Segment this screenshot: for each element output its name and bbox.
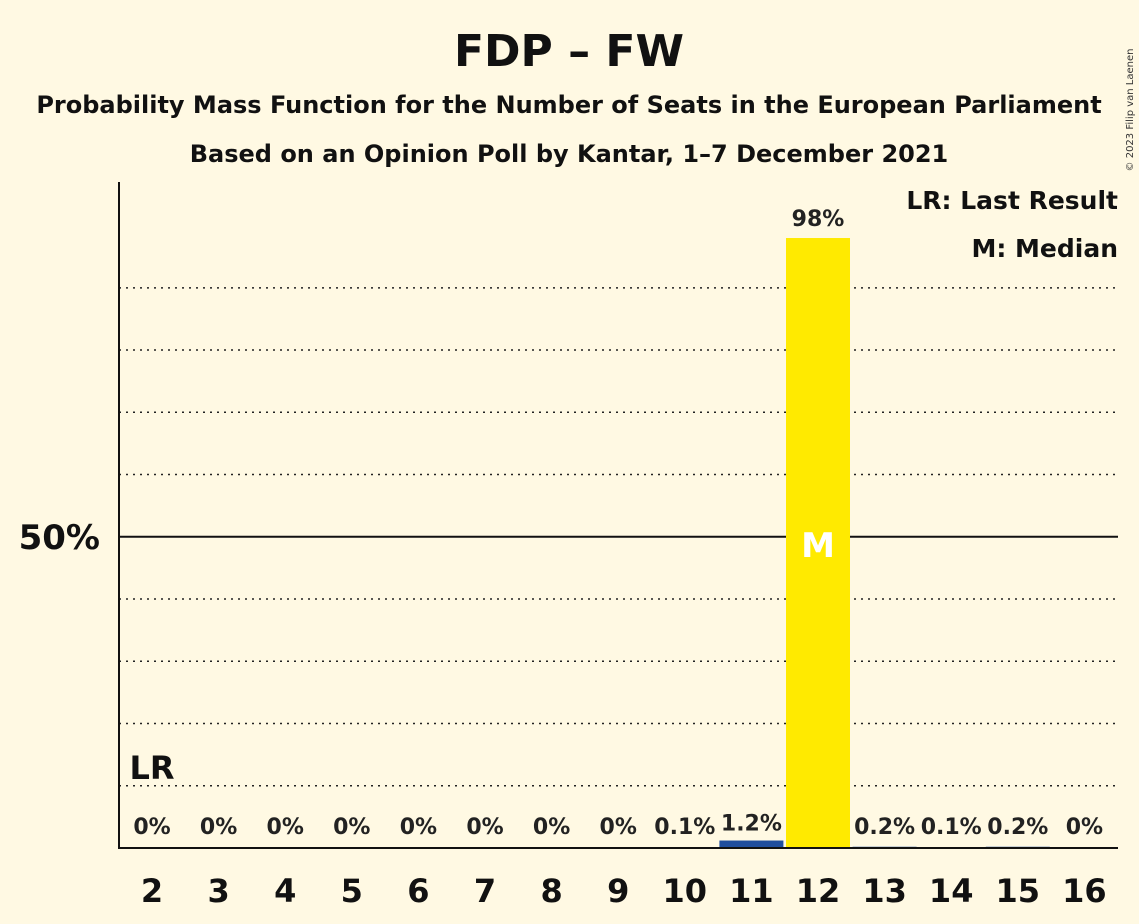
x-tick-10: 10 [663,872,708,910]
x-tick-9: 9 [607,872,629,910]
data-label-5: 0% [333,815,370,840]
data-labels: 0%LR0% 0% 0% 0% 0% 0% 0% 0.1% 1.2%98%M0.2% 0.1% 0.… [129,207,1103,840]
data-label-15: 0.2% [987,815,1048,840]
data-label-12: 98% [792,207,845,232]
chart-subtitle: Probability Mass Function for the Number… [36,91,1101,119]
data-label-2: 0% [133,815,170,840]
x-axis-ticks: 2 3 4 5 6 7 8 9 10 11 12 13 14 15 16 [141,872,1107,910]
x-tick-5: 5 [341,872,363,910]
data-label-7: 0% [466,815,503,840]
data-label-6: 0% [400,815,437,840]
bar-11 [719,840,784,848]
data-label-11: 1.2% [721,812,782,837]
y-tick-50: 50% [19,518,100,558]
data-label-3: 0% [200,815,237,840]
data-label-14: 0.1% [921,815,982,840]
x-tick-13: 13 [862,872,907,910]
data-label-16: 0% [1066,815,1103,840]
bar-12 [786,238,850,849]
median-marker: M [801,526,835,566]
copyright-note: © 2023 Filip van Laenen [1125,49,1136,172]
x-tick-7: 7 [474,872,496,910]
x-tick-12: 12 [796,872,841,910]
data-label-13: 0.2% [854,815,915,840]
x-tick-3: 3 [207,872,229,910]
data-label-4: 0% [267,815,304,840]
data-label-10: 0.1% [654,815,715,840]
x-tick-15: 15 [996,872,1041,910]
data-label-9: 0% [600,815,637,840]
last-result-marker: LR [129,749,174,787]
bars [652,238,1050,849]
data-label-8: 0% [533,815,570,840]
legend-median: M: Median [971,234,1118,263]
x-tick-6: 6 [407,872,429,910]
x-tick-2: 2 [141,872,163,910]
gridlines [119,287,1118,787]
x-tick-16: 16 [1062,872,1107,910]
chart-source: Based on an Opinion Poll by Kantar, 1–7 … [190,140,949,168]
chart-title: FDP – FW [454,26,684,77]
legend-last-result: LR: Last Result [906,186,1118,215]
x-tick-11: 11 [729,872,774,910]
x-tick-8: 8 [540,872,562,910]
x-tick-4: 4 [274,872,296,910]
x-tick-14: 14 [929,872,974,910]
